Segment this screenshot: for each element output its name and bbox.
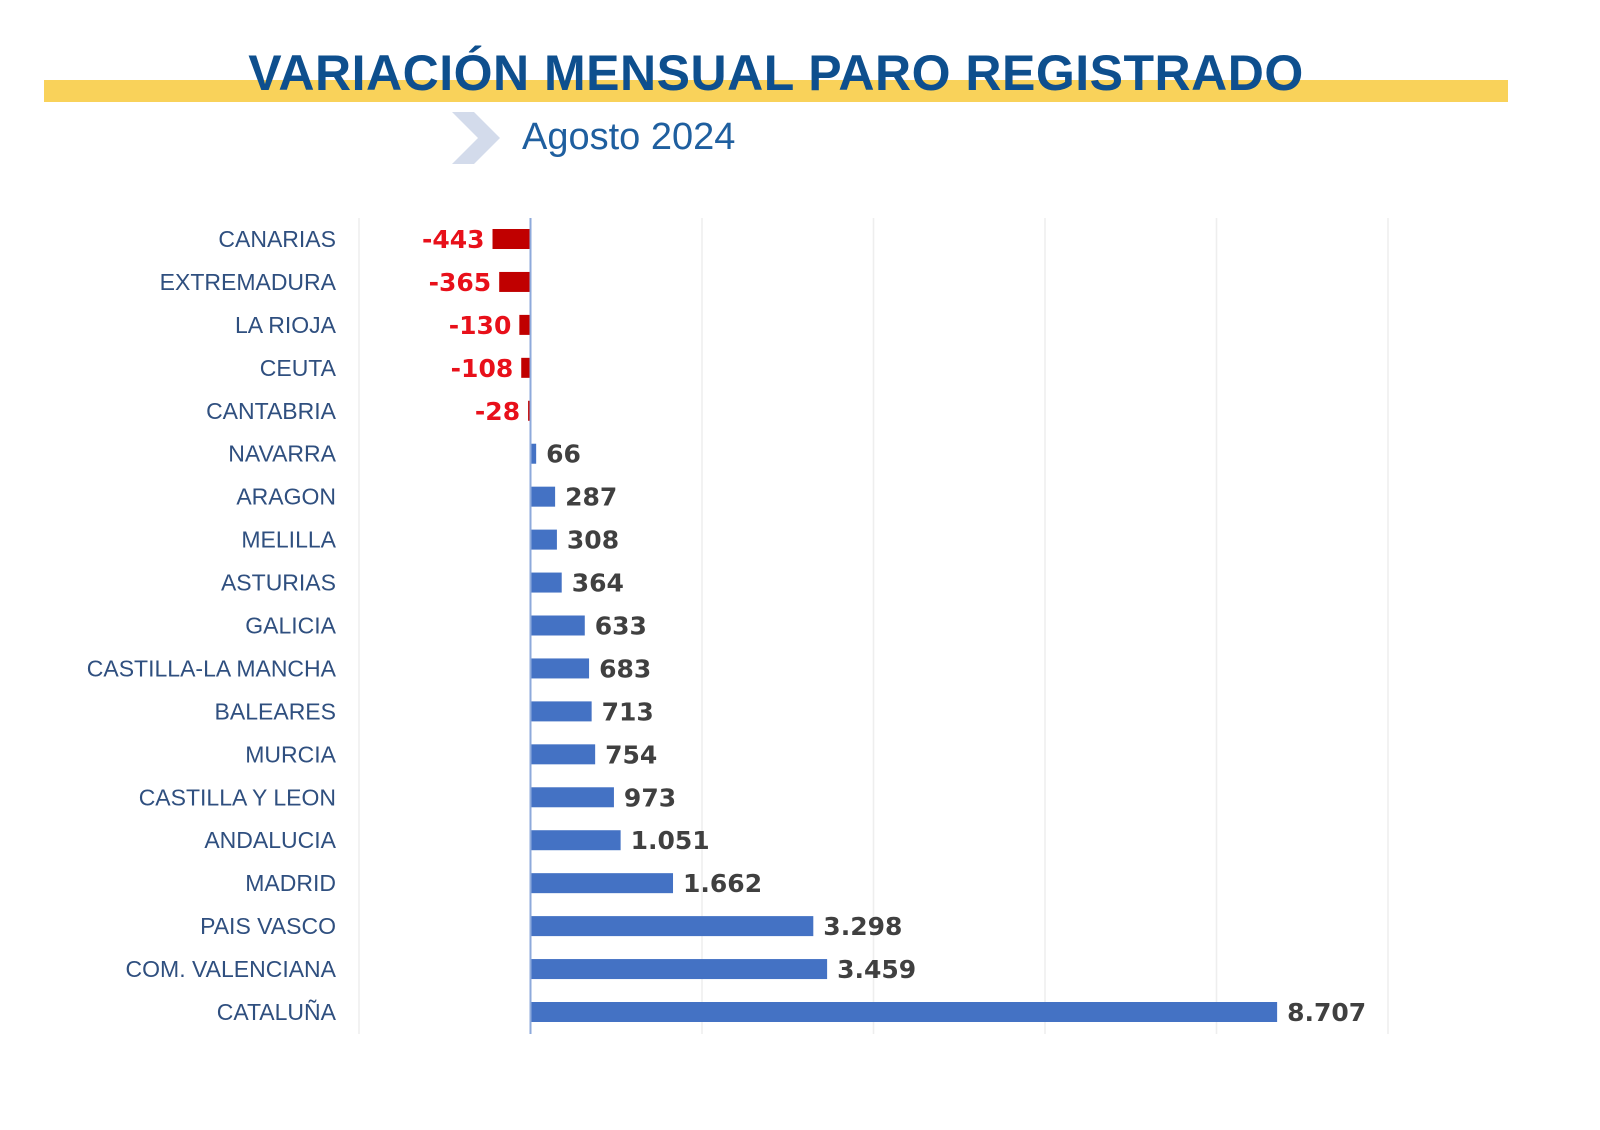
category-label: CANARIAS bbox=[218, 226, 336, 252]
chevron-right-icon bbox=[452, 112, 500, 164]
bar bbox=[530, 615, 585, 636]
bar bbox=[519, 314, 531, 335]
category-label: MELILLA bbox=[241, 527, 336, 553]
bar bbox=[521, 357, 531, 378]
category-label: CASTILLA-LA MANCHA bbox=[87, 655, 337, 681]
data-label: 8.707 bbox=[1287, 998, 1366, 1027]
bar bbox=[530, 572, 562, 593]
category-label: NAVARRA bbox=[228, 441, 336, 467]
bar bbox=[530, 787, 614, 808]
bar bbox=[530, 443, 537, 464]
category-label: ARAGON bbox=[236, 484, 336, 510]
title-highlight-band bbox=[44, 80, 1508, 102]
data-label: 1.051 bbox=[631, 826, 710, 855]
category-label: ASTURIAS bbox=[221, 570, 336, 596]
chart-title: VARIACIÓN MENSUAL PARO REGISTRADO bbox=[248, 45, 1304, 101]
data-label: -108 bbox=[451, 354, 514, 383]
category-label: GALICIA bbox=[245, 613, 336, 639]
category-label: ANDALUCIA bbox=[204, 827, 336, 853]
category-label: LA RIOJA bbox=[235, 312, 337, 338]
category-label: EXTREMADURA bbox=[160, 269, 337, 295]
bar bbox=[492, 229, 531, 249]
category-label: CANTABRIA bbox=[206, 398, 337, 424]
bar bbox=[530, 959, 828, 980]
bar bbox=[530, 529, 557, 550]
data-label: 754 bbox=[605, 740, 657, 769]
bar bbox=[530, 830, 621, 851]
chart-subtitle: Agosto 2024 bbox=[522, 116, 736, 158]
bar bbox=[530, 701, 592, 722]
data-label: 287 bbox=[565, 483, 617, 512]
category-label: CEUTA bbox=[260, 355, 337, 381]
data-label: 1.662 bbox=[683, 869, 762, 898]
category-label: CATALUÑA bbox=[217, 999, 337, 1025]
category-label: COM. VALENCIANA bbox=[126, 956, 337, 982]
category-label: BALEARES bbox=[215, 698, 336, 724]
category-label: MADRID bbox=[245, 870, 336, 896]
bar bbox=[530, 1002, 1278, 1022]
data-label: -365 bbox=[429, 268, 492, 297]
data-label: 683 bbox=[599, 654, 651, 683]
data-label: 3.459 bbox=[837, 955, 916, 984]
category-label: CASTILLA Y LEON bbox=[139, 784, 336, 810]
data-label: 308 bbox=[567, 526, 619, 555]
data-label: -130 bbox=[449, 311, 512, 340]
data-label: 66 bbox=[546, 440, 581, 469]
bar bbox=[530, 916, 814, 937]
data-label: 633 bbox=[595, 612, 647, 641]
data-label: 713 bbox=[602, 697, 654, 726]
data-label: 973 bbox=[624, 783, 676, 812]
data-label: 3.298 bbox=[823, 912, 902, 941]
data-label: 364 bbox=[572, 569, 624, 598]
data-label: -443 bbox=[422, 225, 485, 254]
bar bbox=[528, 400, 531, 421]
bar bbox=[530, 873, 674, 894]
data-label: -28 bbox=[475, 397, 520, 426]
bar bbox=[530, 658, 590, 679]
bar bbox=[530, 486, 556, 507]
category-label: PAIS VASCO bbox=[200, 913, 336, 939]
bar bbox=[499, 271, 531, 292]
category-label: MURCIA bbox=[245, 741, 336, 767]
bar bbox=[530, 744, 596, 765]
